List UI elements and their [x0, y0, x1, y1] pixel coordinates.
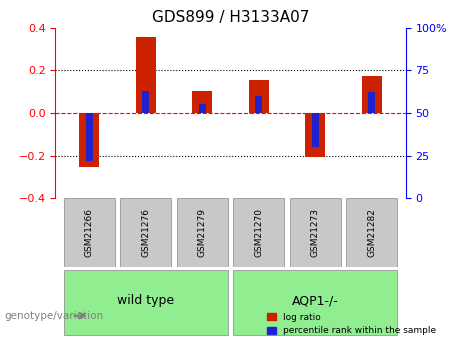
FancyBboxPatch shape: [64, 198, 115, 267]
Bar: [368, 92, 375, 113]
Text: GSM21276: GSM21276: [141, 208, 150, 257]
FancyBboxPatch shape: [64, 270, 228, 335]
Bar: [305, 113, 325, 157]
Bar: [86, 113, 93, 161]
FancyBboxPatch shape: [233, 198, 284, 267]
Bar: [249, 80, 269, 113]
Bar: [142, 91, 149, 113]
Bar: [79, 113, 99, 167]
Legend: log ratio, percentile rank within the sample: log ratio, percentile rank within the sa…: [265, 311, 438, 337]
Bar: [312, 113, 319, 147]
FancyBboxPatch shape: [177, 198, 228, 267]
Text: GSM21279: GSM21279: [198, 208, 207, 257]
Text: AQP1-/-: AQP1-/-: [292, 295, 339, 307]
FancyBboxPatch shape: [346, 198, 397, 267]
FancyBboxPatch shape: [290, 198, 341, 267]
Text: GSM21282: GSM21282: [367, 208, 376, 257]
Title: GDS899 / H3133A07: GDS899 / H3133A07: [152, 10, 309, 25]
Bar: [199, 105, 206, 113]
FancyBboxPatch shape: [120, 198, 171, 267]
FancyBboxPatch shape: [233, 270, 397, 335]
Text: wild type: wild type: [117, 295, 174, 307]
Text: GSM21266: GSM21266: [85, 208, 94, 257]
Text: GSM21270: GSM21270: [254, 208, 263, 257]
Text: GSM21273: GSM21273: [311, 208, 320, 257]
Text: genotype/variation: genotype/variation: [5, 311, 104, 321]
Bar: [255, 96, 262, 113]
Bar: [362, 76, 382, 113]
Bar: [136, 37, 156, 113]
Bar: [192, 91, 212, 113]
